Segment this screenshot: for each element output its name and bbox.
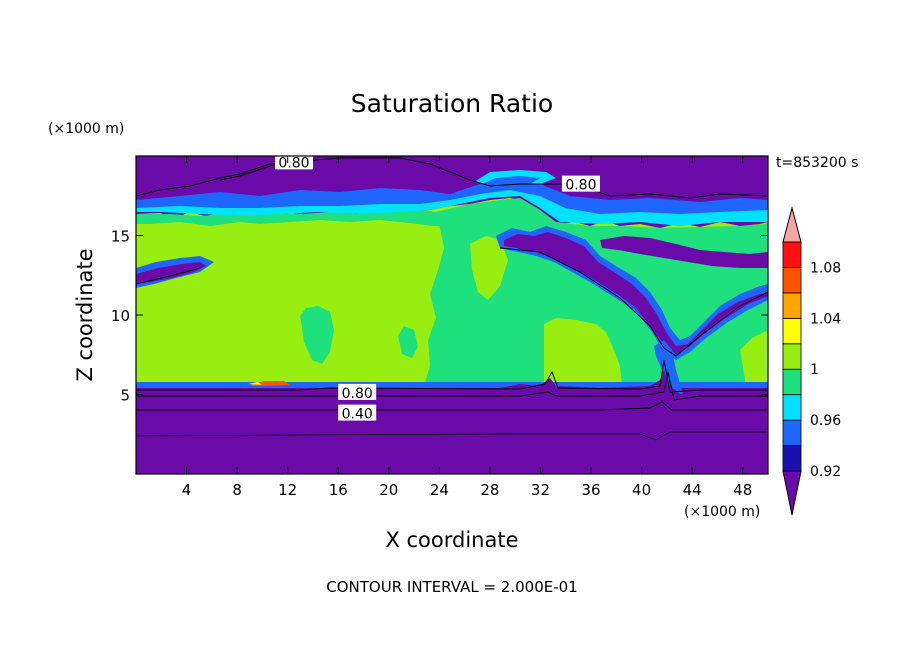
interface-fringe <box>136 382 768 388</box>
colorbar-level <box>782 445 802 472</box>
x-tick-label: 32 <box>531 481 550 499</box>
y-tick-label: 15 <box>111 228 130 246</box>
colorbar-label: 0.96 <box>810 413 841 429</box>
contour-label-box <box>338 383 377 400</box>
contour-label: 0.40 <box>338 404 377 423</box>
x-tick-label: 8 <box>232 481 242 499</box>
x-tick-label: 4 <box>182 481 192 499</box>
colorbar-level <box>782 317 802 345</box>
contour-label-box <box>275 153 313 170</box>
contour-interval-note: CONTOUR INTERVAL = 2.000E-01 <box>326 578 577 596</box>
x-tick-label: 40 <box>632 481 651 499</box>
contour-labels: 0.80 0.80 0.80 0.40 <box>275 153 600 423</box>
x-tick-label: 24 <box>430 481 449 499</box>
contour-label-text: 0.80 <box>278 155 309 171</box>
contour-label-text: 0.40 <box>342 407 373 423</box>
warm-streak-2 <box>248 382 262 385</box>
colorbar-level <box>782 343 802 370</box>
x-tick-label: 28 <box>480 481 499 499</box>
y-axis-title: Z coordinate <box>73 248 97 381</box>
x-axis: 4 8 12 16 20 24 28 32 36 40 44 48 <box>182 156 752 499</box>
x-units-label: (×1000 m) <box>684 504 760 520</box>
y-axis: 5 10 15 <box>111 228 768 405</box>
x-tick-label: 12 <box>278 481 297 499</box>
contour-label: 0.80 <box>275 153 313 171</box>
contour-label: 0.80 <box>338 383 377 402</box>
time-label: t=853200 s <box>776 155 858 171</box>
x-axis-title: X coordinate <box>385 528 518 552</box>
contour-lines <box>136 157 768 441</box>
colorbar-label: 1.04 <box>810 311 841 327</box>
colorbar-label: 1.08 <box>810 260 841 276</box>
x-tick-label: 36 <box>581 481 600 499</box>
contour-label-box <box>338 404 377 421</box>
contour-field <box>136 156 768 474</box>
colorbar-level <box>782 241 802 268</box>
contour-label-box <box>561 175 600 192</box>
colorbar-under-arrow <box>782 470 802 516</box>
y-tick-label: 5 <box>120 387 130 405</box>
contour-label-text: 0.80 <box>565 178 596 194</box>
colorbar-level <box>782 368 802 396</box>
colorbar-over-arrow <box>782 206 802 243</box>
x-tick-label: 16 <box>329 481 348 499</box>
y-units-label: (×1000 m) <box>48 121 124 137</box>
green-patches <box>470 236 768 386</box>
x-tick-label: 48 <box>733 481 752 499</box>
colorbar-level <box>782 394 802 421</box>
colorbar-level <box>782 267 802 294</box>
contour-label: 0.80 <box>561 175 600 194</box>
x-tick-label: 20 <box>379 481 398 499</box>
right-dry-intrusions <box>136 226 768 406</box>
contour-label-text: 0.80 <box>342 386 373 402</box>
colorbar-level <box>782 419 802 446</box>
colorbar: 0.92 0.96 1 1.04 1.08 <box>782 206 841 516</box>
colorbar-label: 1 <box>810 362 819 378</box>
chart-title: Saturation Ratio <box>351 89 553 118</box>
y-tick-label: 10 <box>111 307 130 325</box>
x-tick-label: 44 <box>683 481 702 499</box>
colorbar-label: 0.92 <box>810 464 841 480</box>
colorbar-level <box>782 292 802 319</box>
